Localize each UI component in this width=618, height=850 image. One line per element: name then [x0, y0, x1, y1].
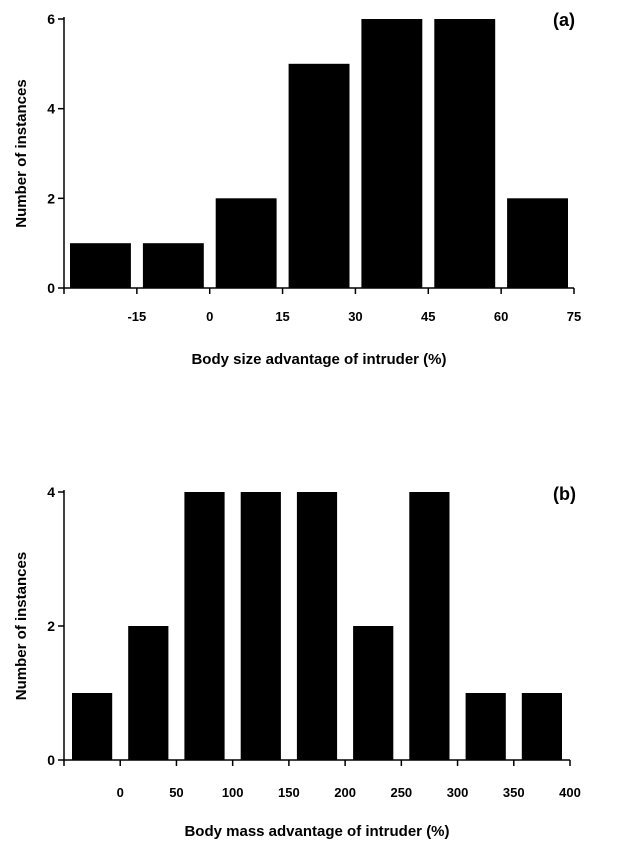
histogram-bar [288, 63, 350, 288]
x-tick-label: 15 [275, 309, 289, 324]
x-tick-label: 30 [348, 309, 362, 324]
histogram-bar [70, 243, 131, 288]
histogram-bar [465, 693, 506, 760]
x-tick-label: 0 [117, 785, 124, 800]
x-axis-title: Body mass advantage of intruder (%) [184, 823, 449, 840]
histogram-bar [361, 19, 423, 288]
y-axis-title: Number of instances [13, 552, 30, 700]
panel-b: 0 2 4 0 50 100 150 200 250 300 350 400 Body mass adv… [13, 484, 581, 840]
x-tick-label: 200 [334, 785, 356, 800]
x-tick-label: 75 [567, 309, 581, 324]
x-tick-label: 0 [206, 309, 213, 324]
x-tick-label: 60 [494, 309, 508, 324]
histogram-bar [215, 198, 277, 288]
panel-label: (b) [553, 484, 576, 504]
x-tick-label: 100 [222, 785, 244, 800]
histogram-bar [184, 492, 225, 760]
histogram-bar [296, 492, 338, 760]
x-tick-label: -15 [127, 309, 146, 324]
x-tick-label: 350 [503, 785, 525, 800]
x-tick-label: 150 [278, 785, 300, 800]
histogram-bar [142, 243, 204, 288]
y-axis-title: Number of instances [13, 79, 30, 227]
x-tick-label: 300 [447, 785, 469, 800]
histogram-bar [507, 198, 568, 288]
y-tick-label: 4 [47, 484, 55, 500]
x-tick-label: 400 [559, 785, 581, 800]
y-tick-label: 2 [47, 190, 55, 206]
y-tick-label: 2 [47, 618, 55, 634]
histogram-bar [353, 626, 394, 760]
y-tick-label: 0 [47, 752, 55, 768]
histogram-bar [72, 693, 113, 760]
y-tick-label: 0 [47, 280, 55, 296]
panel-label: (a) [553, 10, 575, 30]
x-tick-label: 50 [169, 785, 183, 800]
x-tick-label: 250 [390, 785, 412, 800]
histogram-bar [521, 693, 562, 760]
panel-a: 0 2 4 6 -15 0 15 30 45 60 75 Body size advantage of… [13, 10, 581, 368]
x-tick-label: 45 [421, 309, 435, 324]
histogram-bar [240, 492, 281, 760]
histogram-bar [409, 492, 450, 760]
y-tick-label: 6 [47, 11, 55, 27]
histogram-bar [434, 19, 496, 288]
histogram-bar [128, 626, 169, 760]
y-tick-label: 4 [47, 101, 55, 117]
x-axis-title: Body size advantage of intruder (%) [191, 351, 446, 368]
